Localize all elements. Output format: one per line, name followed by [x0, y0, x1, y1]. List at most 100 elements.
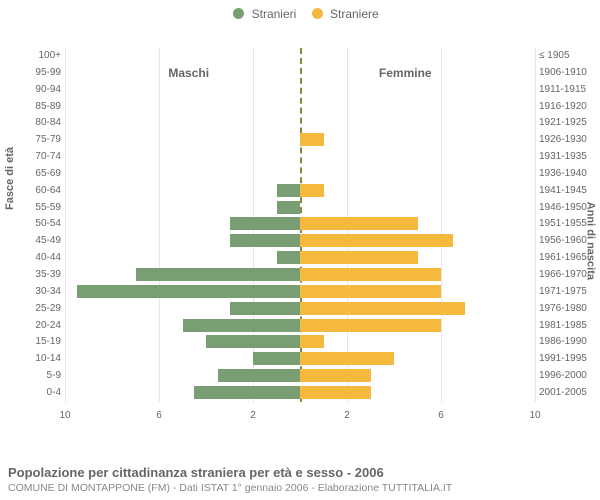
- x-axis: 10622610: [65, 408, 535, 426]
- chart-container: Stranieri Straniere Fasce di età Anni di…: [0, 0, 600, 500]
- bar-male: [230, 302, 301, 315]
- pyramid-row: 25-291976-1980: [65, 301, 535, 318]
- legend: Stranieri Straniere: [0, 0, 600, 21]
- bar-female: [300, 234, 453, 247]
- pyramid-row: 5-91996-2000: [65, 368, 535, 385]
- ytick-birth: 1921-1925: [539, 117, 595, 128]
- gridline: [535, 48, 536, 402]
- ytick-age: 75-79: [17, 134, 61, 145]
- pyramid-row: 70-741931-1935: [65, 149, 535, 166]
- ytick-age: 10-14: [17, 353, 61, 364]
- ytick-birth: 1926-1930: [539, 134, 595, 145]
- bar-male: [77, 285, 300, 298]
- xtick: 10: [529, 410, 540, 421]
- pyramid-row: 60-641941-1945: [65, 183, 535, 200]
- ytick-birth: 1971-1975: [539, 286, 595, 297]
- bar-female: [300, 369, 371, 382]
- pyramid-row: 20-241981-1985: [65, 318, 535, 335]
- ytick-age: 45-49: [17, 235, 61, 246]
- chart-area: Maschi Femmine 100+≤ 190595-991906-19109…: [65, 36, 535, 426]
- xtick: 6: [156, 410, 162, 421]
- bar-male: [206, 335, 300, 348]
- bar-female: [300, 133, 324, 146]
- bar-male: [230, 234, 301, 247]
- xtick: 6: [438, 410, 444, 421]
- ytick-birth: 1906-1910: [539, 67, 595, 78]
- pyramid-row: 90-941911-1915: [65, 82, 535, 99]
- legend-swatch-female: [312, 8, 323, 19]
- legend-swatch-male: [233, 8, 244, 19]
- pyramid-row: 0-42001-2005: [65, 385, 535, 402]
- pyramid-row: 65-691936-1940: [65, 166, 535, 183]
- ytick-birth: 1951-1955: [539, 218, 595, 229]
- ytick-birth: 1931-1935: [539, 151, 595, 162]
- ytick-age: 50-54: [17, 218, 61, 229]
- pyramid-row: 35-391966-1970: [65, 267, 535, 284]
- bar-female: [300, 319, 441, 332]
- ytick-age: 35-39: [17, 269, 61, 280]
- bar-male: [218, 369, 300, 382]
- bar-male: [277, 251, 301, 264]
- chart-title: Popolazione per cittadinanza straniera p…: [8, 465, 592, 480]
- ytick-age: 30-34: [17, 286, 61, 297]
- legend-label-female: Straniere: [330, 7, 379, 21]
- ytick-age: 60-64: [17, 185, 61, 196]
- pyramid-row: 50-541951-1955: [65, 216, 535, 233]
- pyramid-row: 85-891916-1920: [65, 99, 535, 116]
- ytick-age: 55-59: [17, 202, 61, 213]
- bar-female: [300, 352, 394, 365]
- pyramid-rows: 100+≤ 190595-991906-191090-941911-191585…: [65, 48, 535, 402]
- ytick-age: 95-99: [17, 67, 61, 78]
- ytick-age: 15-19: [17, 336, 61, 347]
- pyramid-row: 15-191986-1990: [65, 334, 535, 351]
- ytick-birth: 1966-1970: [539, 269, 595, 280]
- bar-female: [300, 335, 324, 348]
- bar-female: [300, 217, 418, 230]
- ytick-age: 65-69: [17, 168, 61, 179]
- bar-male: [253, 352, 300, 365]
- xtick: 10: [59, 410, 70, 421]
- ytick-birth: 1916-1920: [539, 101, 595, 112]
- pyramid-row: 40-441961-1965: [65, 250, 535, 267]
- bar-male: [194, 386, 300, 399]
- ytick-age: 80-84: [17, 117, 61, 128]
- ytick-age: 5-9: [17, 370, 61, 381]
- ytick-birth: 1961-1965: [539, 252, 595, 263]
- ytick-birth: 1986-1990: [539, 336, 595, 347]
- y-axis-title-left: Fasce di età: [4, 147, 16, 210]
- bar-female: [300, 268, 441, 281]
- pyramid-row: 45-491956-1960: [65, 233, 535, 250]
- bar-male: [277, 184, 301, 197]
- ytick-birth: 1956-1960: [539, 235, 595, 246]
- bar-male: [136, 268, 301, 281]
- xtick: 2: [250, 410, 256, 421]
- pyramid-row: 10-141991-1995: [65, 351, 535, 368]
- pyramid-row: 100+≤ 1905: [65, 48, 535, 65]
- ytick-birth: 1991-1995: [539, 353, 595, 364]
- xtick: 2: [344, 410, 350, 421]
- pyramid-row: 80-841921-1925: [65, 115, 535, 132]
- chart-subtitle: COMUNE DI MONTAPPONE (FM) - Dati ISTAT 1…: [8, 482, 592, 494]
- bar-female: [300, 251, 418, 264]
- bar-female: [300, 184, 324, 197]
- ytick-birth: 1976-1980: [539, 303, 595, 314]
- legend-label-male: Stranieri: [252, 7, 297, 21]
- pyramid-row: 95-991906-1910: [65, 65, 535, 82]
- bar-male: [183, 319, 301, 332]
- ytick-age: 85-89: [17, 101, 61, 112]
- bar-female: [300, 386, 371, 399]
- ytick-age: 90-94: [17, 84, 61, 95]
- ytick-birth: 2001-2005: [539, 387, 595, 398]
- pyramid-row: 55-591946-1950: [65, 200, 535, 217]
- bar-female: [300, 302, 465, 315]
- bar-female: [300, 285, 441, 298]
- ytick-age: 70-74: [17, 151, 61, 162]
- ytick-birth: 1941-1945: [539, 185, 595, 196]
- ytick-birth: 1936-1940: [539, 168, 595, 179]
- ytick-birth: 1996-2000: [539, 370, 595, 381]
- bar-male: [277, 201, 301, 214]
- ytick-age: 20-24: [17, 320, 61, 331]
- pyramid-row: 30-341971-1975: [65, 284, 535, 301]
- ytick-age: 25-29: [17, 303, 61, 314]
- ytick-birth: ≤ 1905: [539, 50, 595, 61]
